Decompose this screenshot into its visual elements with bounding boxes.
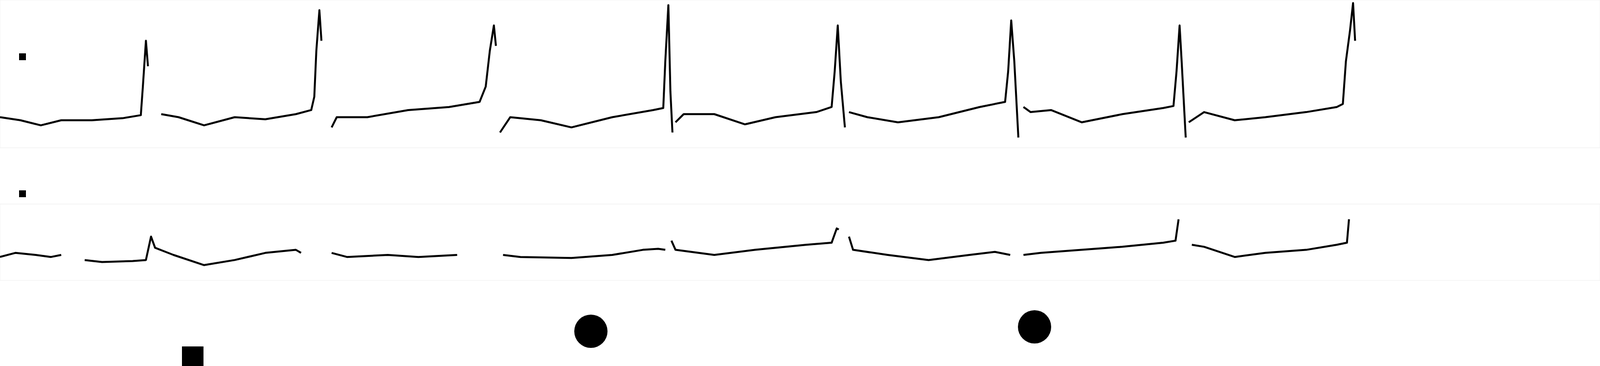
- event-square: [181, 346, 204, 366]
- ecg-trace: [0, 2, 1355, 138]
- trace-marks: [0, 2, 1355, 138]
- lead-marker: [19, 190, 26, 198]
- strip-markers: [19, 53, 1052, 366]
- ecg-trace: [0, 219, 1350, 266]
- trace-marks: [0, 219, 1350, 266]
- trace-panel: [0, 0, 1600, 148]
- lead-marker: [19, 53, 26, 61]
- ecg-strip: [0, 0, 1600, 366]
- plot-frame: [0, 0, 1600, 148]
- trace-panel: [0, 203, 1600, 281]
- plot-frame: [0, 203, 1600, 281]
- event-dot: [1017, 310, 1052, 344]
- event-dot: [574, 314, 608, 348]
